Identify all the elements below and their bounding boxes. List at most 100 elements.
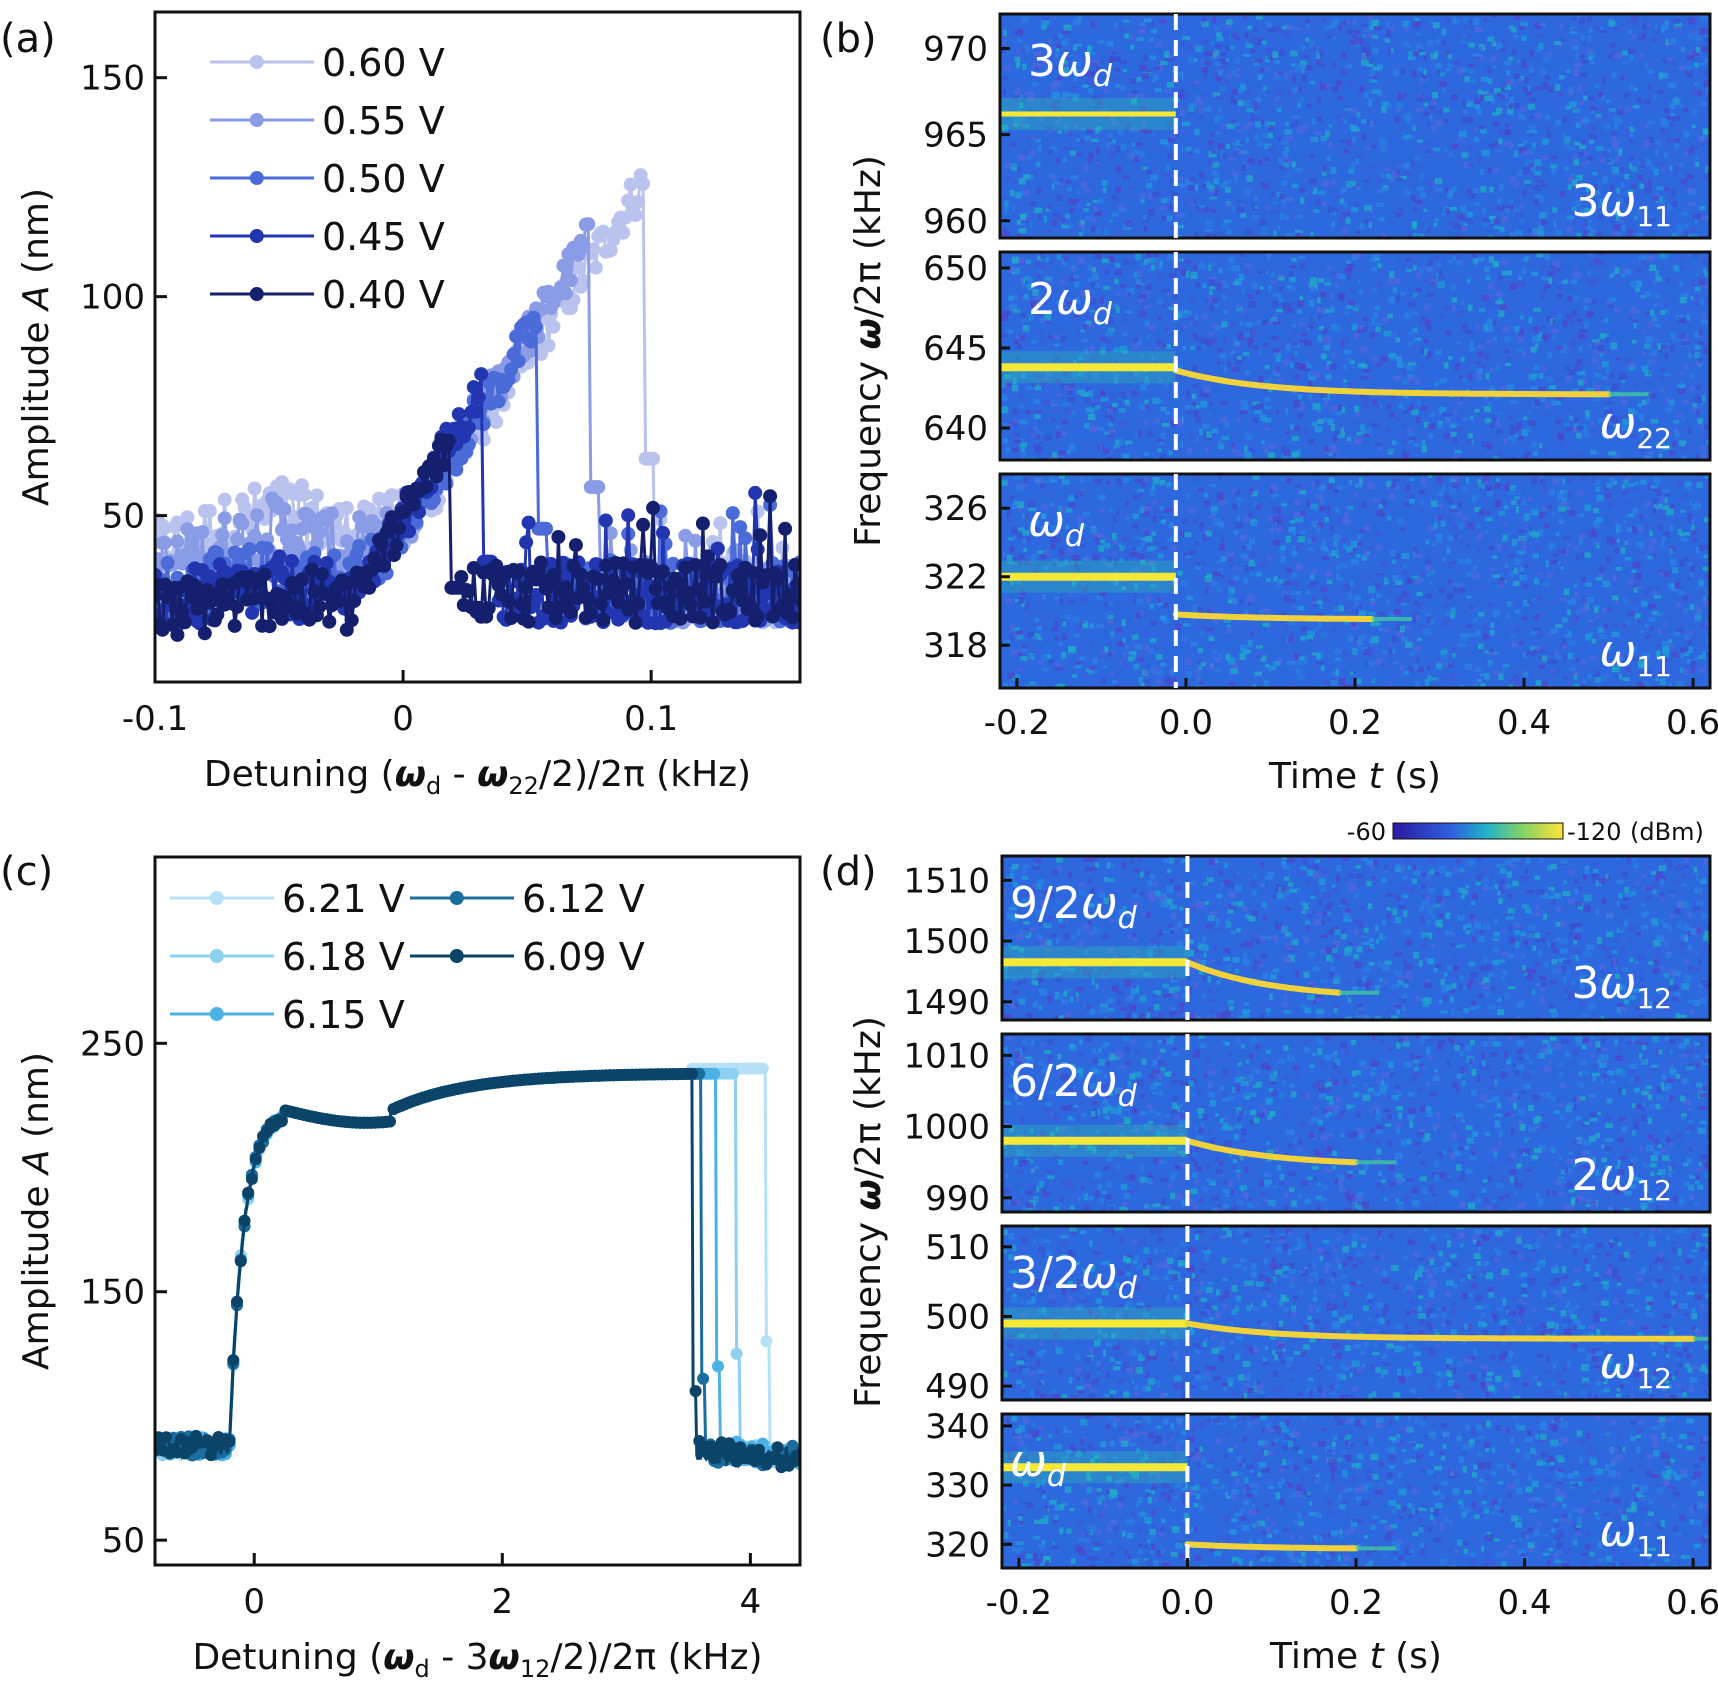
noise-cell (1521, 35, 1527, 41)
noise-cell (1608, 19, 1615, 27)
data-point (631, 596, 646, 611)
noise-cell (1176, 310, 1183, 318)
noise-cell (1054, 33, 1058, 41)
noise-cell (1493, 218, 1500, 224)
noise-cell (1448, 499, 1454, 505)
noise-cell (1295, 229, 1303, 233)
noise-cell (1633, 322, 1637, 329)
noise-cell (1676, 414, 1685, 418)
noise-cell (1109, 428, 1116, 433)
noise-cell (1135, 432, 1139, 439)
noise-cell (1241, 164, 1247, 172)
noise-cell (1565, 375, 1572, 383)
noise-cell (1364, 427, 1372, 434)
noise-cell (1171, 133, 1178, 139)
noise-cell (1311, 421, 1318, 427)
noise-cell (1017, 533, 1025, 538)
noise-cell (1664, 303, 1668, 307)
data-point (646, 451, 661, 466)
noise-cell (1497, 94, 1501, 101)
y-tick-label: 965 (923, 116, 988, 156)
noise-cell (1121, 85, 1126, 91)
noise-cell (1413, 264, 1417, 271)
noise-cell (1115, 447, 1123, 453)
noise-cell (1482, 150, 1490, 157)
noise-cell (1488, 68, 1493, 73)
data-point (451, 407, 466, 422)
noise-cell (1231, 441, 1235, 448)
data-point (309, 488, 324, 503)
noise-cell (1531, 231, 1538, 236)
noise-cell (1297, 448, 1302, 456)
noise-cell (1100, 306, 1105, 313)
noise-cell (1294, 27, 1301, 31)
data-point (616, 225, 631, 240)
noise-cell (1646, 255, 1654, 261)
noise-cell (1231, 89, 1239, 95)
noise-cell (1335, 548, 1339, 554)
noise-cell (1635, 232, 1644, 238)
noise-cell (1568, 415, 1574, 421)
noise-cell (1528, 316, 1533, 324)
noise-cell (1541, 647, 1546, 654)
noise-cell (1395, 108, 1401, 113)
noise-cell (1463, 222, 1468, 227)
noise-cell (1639, 159, 1646, 165)
noise-cell (1324, 399, 1329, 406)
data-point (511, 564, 526, 579)
noise-cell (1230, 321, 1237, 327)
noise-cell (1456, 361, 1461, 367)
noise-cell (1362, 402, 1370, 409)
noise-cell (1426, 263, 1430, 267)
data-point (568, 538, 583, 553)
noise-cell (1411, 221, 1418, 228)
noise-cell (1402, 41, 1409, 46)
noise-cell (1439, 378, 1447, 384)
noise-cell (1285, 197, 1294, 202)
noise-cell (1589, 188, 1594, 196)
noise-cell (1182, 121, 1191, 126)
noise-cell (1306, 367, 1310, 374)
noise-cell (1577, 84, 1581, 91)
noise-cell (1131, 142, 1135, 147)
noise-cell (1706, 86, 1710, 92)
noise-cell (1401, 407, 1408, 411)
noise-cell (1443, 118, 1449, 123)
noise-cell (1660, 310, 1666, 315)
noise-cell (1510, 400, 1518, 404)
noise-cell (1654, 293, 1662, 298)
noise-cell (1534, 326, 1539, 334)
noise-cell (1683, 293, 1689, 299)
noise-cell (1147, 209, 1155, 216)
noise-cell (1114, 22, 1118, 28)
noise-cell (1530, 646, 1538, 651)
noise-cell (1320, 135, 1328, 142)
noise-cell (1185, 405, 1191, 410)
noise-cell (1072, 93, 1079, 101)
noise-cell (1219, 59, 1228, 65)
noise-cell (1523, 599, 1531, 607)
noise-cell (1381, 106, 1387, 113)
noise-cell (1231, 142, 1235, 146)
data-point (700, 549, 715, 564)
noise-cell (1361, 554, 1368, 561)
noise-cell (1320, 374, 1326, 381)
noise-cell (1166, 215, 1173, 222)
noise-cell (1286, 24, 1294, 30)
noise-cell (1152, 397, 1160, 405)
noise-cell (1401, 432, 1406, 439)
noise-cell (1402, 438, 1410, 445)
noise-cell (1599, 353, 1603, 358)
plot-area-a (155, 168, 800, 642)
noise-cell (1322, 170, 1327, 176)
noise-cell (1585, 49, 1594, 55)
noise-cell (1164, 168, 1169, 173)
noise-cell (1257, 270, 1266, 274)
noise-cell (1222, 294, 1227, 301)
noise-cell (1345, 336, 1349, 343)
noise-cell (1284, 128, 1293, 135)
noise-cell (1322, 165, 1327, 173)
noise-cell (1265, 48, 1272, 55)
series-a-4 (155, 432, 800, 642)
noise-cell (1135, 479, 1143, 483)
